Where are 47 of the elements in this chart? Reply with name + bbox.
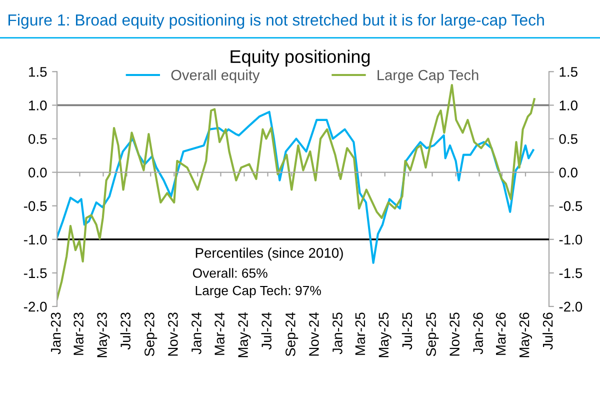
annotation: Large Cap Tech: 97% <box>196 286 321 298</box>
x-tick-label: May-24 <box>238 312 251 358</box>
y2-tick-label: -0.5 <box>559 201 582 211</box>
x-tick-label: Mar-24 <box>214 312 224 355</box>
x-tick-label: Jan-26 <box>473 312 483 354</box>
y-tick-label: 0.5 <box>28 134 47 144</box>
x-tick-label: Jan-24 <box>192 312 202 354</box>
y2-tick-label: 1.0 <box>560 100 578 110</box>
x-tick-label: Jan-23 <box>50 312 61 354</box>
y-tick-label: 1.0 <box>29 100 47 110</box>
y-tick-label: -2.0 <box>24 302 47 312</box>
legend-label: Large Cap Tech <box>378 70 478 84</box>
y2-tick-label: -1.5 <box>559 268 582 278</box>
y2-tick-label: 0.5 <box>559 134 578 144</box>
x-tick-label: Mar-25 <box>355 312 366 355</box>
chart-title: Figure 1: Broad equity positioning is not stretched but it is for large-cap Tech <box>8 14 544 29</box>
x-tick-label: Jul-25 <box>402 312 412 350</box>
x-tick-label: Nov-23 <box>168 312 178 356</box>
x-tick-label: Jul-26 <box>542 312 553 350</box>
x-tick-label: Jan-25 <box>332 312 342 354</box>
x-tick-label: Sep-23 <box>144 312 158 356</box>
y-tick-label: -1.0 <box>24 234 47 245</box>
x-tick-label: Mar-23 <box>74 312 84 355</box>
y2-tick-label: 0.0 <box>559 168 578 178</box>
x-tick-label: Jul-24 <box>261 312 272 350</box>
y2-tick-label: 1.5 <box>560 67 578 77</box>
line-series <box>57 110 534 264</box>
annotation: Overall: 65% <box>192 268 268 278</box>
x-tick-label: May-25 <box>378 312 392 358</box>
x-tick-label: May-23 <box>97 312 110 358</box>
annotation: Percentiles (since 2010) <box>196 248 343 261</box>
x-tick-label: May-26 <box>519 312 532 358</box>
y2-tick-label: -1.0 <box>559 234 582 245</box>
y-tick-label: 1.5 <box>29 67 47 77</box>
x-tick-label: Nov-25 <box>450 312 460 356</box>
x-tick-label: Sep-25 <box>426 312 439 356</box>
y-tick-label: -0.5 <box>24 201 47 211</box>
x-tick-label: Jul-23 <box>120 312 130 350</box>
x-tick-label: Sep-24 <box>286 312 298 356</box>
y-tick-label: 0.0 <box>28 168 47 178</box>
y2-tick-label: -2.0 <box>559 302 582 312</box>
y-tick-label: -1.5 <box>24 268 47 278</box>
chart-subtitle: Equity positioning <box>230 50 370 67</box>
x-tick-label: Nov-24 <box>309 312 319 356</box>
legend-label: Overall equity <box>171 70 260 84</box>
line-series <box>57 84 536 300</box>
x-tick-label: Mar-26 <box>496 312 506 355</box>
